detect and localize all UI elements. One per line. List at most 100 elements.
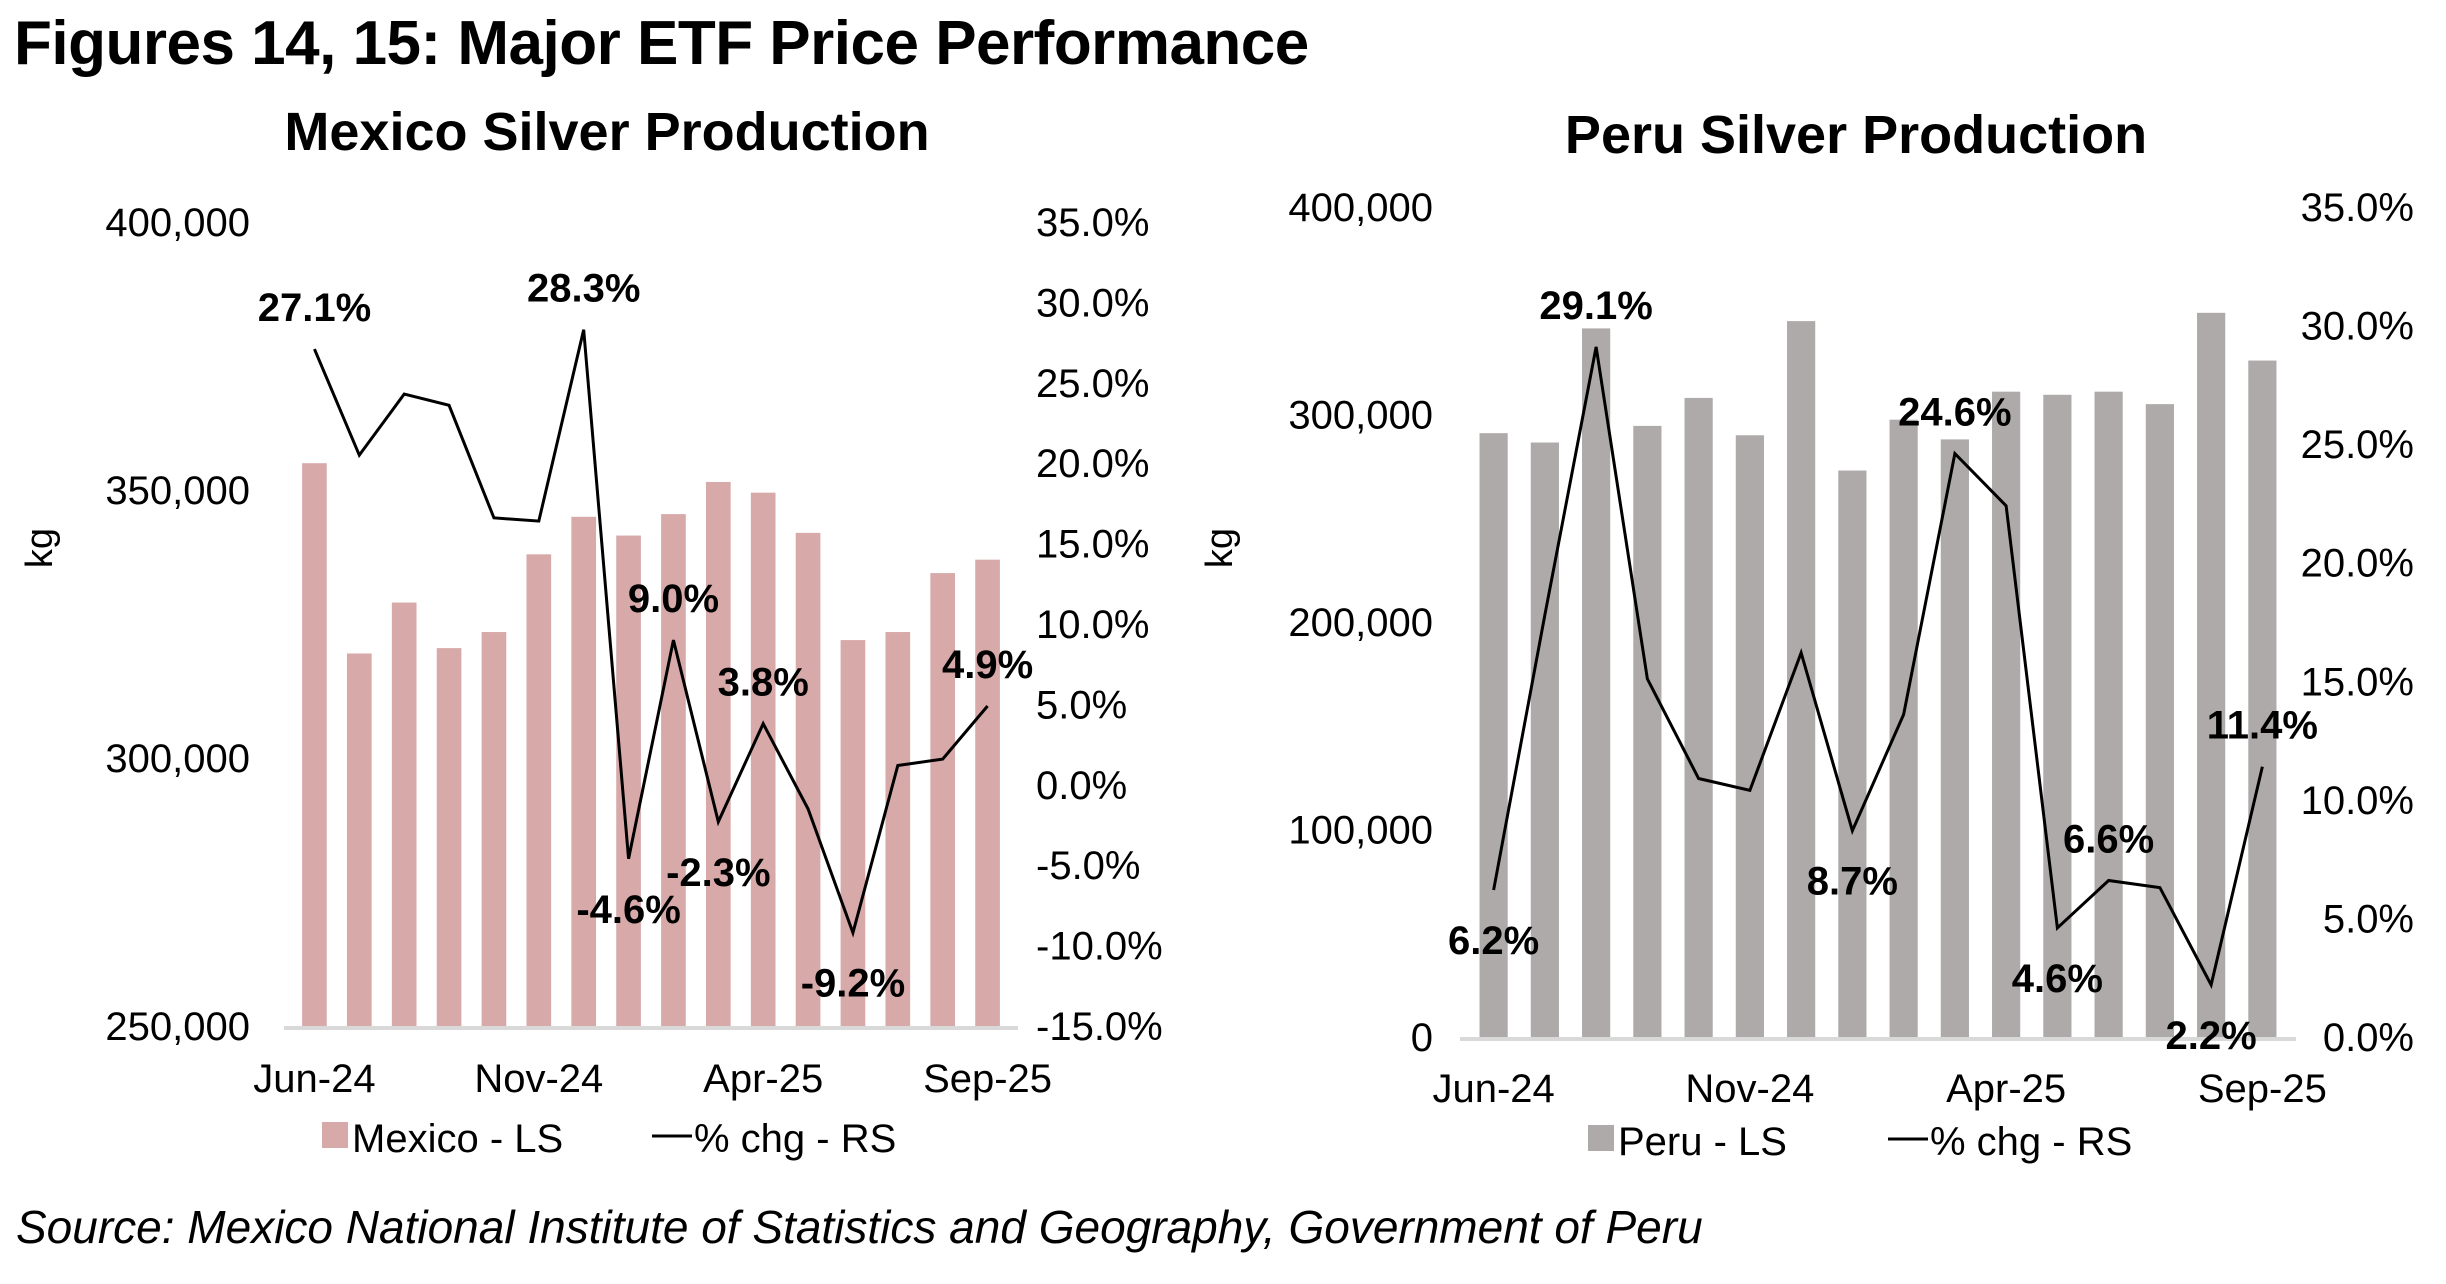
mexico-right-tick-label: 15.0% [1036,523,1149,567]
peru-pct-change-line [1492,346,2264,990]
mexico-right-tick-label: -15.0% [1036,1005,1163,1049]
peru-legend-bar-swatch [1588,1125,1614,1151]
peru-right-tick-label: 20.0% [2301,542,2414,586]
mexico-x-tick-label: Apr-25 [703,1057,823,1101]
mexico-chart-title: Mexico Silver Production [284,102,929,162]
peru-bar [1838,470,1867,1037]
mexico-y-axis-label: kg [19,528,61,568]
peru-data-label: 11.4% [2207,704,2318,748]
mexico-bar [302,463,327,1026]
peru-bar [2197,312,2226,1037]
mexico-data-label: -4.6% [576,888,681,932]
peru-bar [1530,442,1559,1037]
peru-legend-line-label: % chg - RS [1930,1120,2132,1164]
peru-bar [1582,328,1611,1037]
peru-x-tick-label: Apr-25 [1946,1067,2066,1111]
peru-chart-title: Peru Silver Production [1565,105,2147,165]
mexico-right-tick-label: 30.0% [1036,281,1149,325]
mexico-data-label: 3.8% [718,661,809,705]
peru-right-tick-label: 15.0% [2301,660,2414,704]
mexico-right-tick-label: 20.0% [1036,442,1149,486]
peru-legend: Peru - LS % chg - RS [1588,1120,2132,1164]
peru-x-tick-label: Nov-24 [1685,1067,1814,1111]
peru-left-tick-label: 0 [1411,1016,1433,1060]
mexico-right-tick-label: -5.0% [1036,844,1141,888]
mexico-bar [840,640,866,1026]
peru-right-tick-label: 25.0% [2301,423,2414,467]
peru-y-axis-label: kg [1199,528,1241,568]
peru-right-tick-label: 10.0% [2301,779,2414,823]
peru-bar [2145,404,2174,1037]
mexico-bar [346,653,372,1026]
mexico-left-tick-label: 350,000 [105,469,250,513]
mexico-right-tick-label: 35.0% [1036,201,1149,245]
peru-left-tick-label: 400,000 [1288,186,1433,230]
peru-data-label: 24.6% [1898,391,2011,435]
peru-data-label: 6.2% [1448,919,1539,963]
peru-data-label: 8.7% [1807,860,1898,904]
peru-data-label: 4.6% [2012,957,2103,1001]
mexico-right-tick-label: 10.0% [1036,603,1149,647]
mexico-bar [795,532,821,1026]
mexico-bar [481,632,507,1026]
mexico-x-tick-label: Sep-25 [923,1057,1052,1101]
source-note: Source: Mexico National Institute of Sta… [16,1201,1703,1253]
peru-x-tick-label: Jun-24 [1432,1067,1554,1111]
mexico-right-tick-label: 0.0% [1036,764,1127,808]
mexico-data-label: 28.3% [527,267,640,311]
mexico-right-tick-label: -10.0% [1036,925,1163,969]
peru-bar [1992,391,2021,1037]
mexico-right-tick-label: 5.0% [1036,683,1127,727]
mexico-bar [930,573,956,1026]
mexico-legend-bar-label: Mexico - LS [352,1117,563,1161]
peru-bar [1940,439,1969,1037]
peru-data-label: 29.1% [1539,284,1652,328]
mexico-bar [750,492,776,1026]
mexico-legend: Mexico - LS % chg - RS [322,1117,896,1161]
mexico-bar [436,648,462,1026]
mexico-pct-change-line [313,329,989,938]
peru-right-tick-label: 5.0% [2323,897,2414,941]
mexico-bar [975,559,1000,1026]
peru-data-label: 6.6% [2063,817,2154,861]
mexico-bar [571,516,597,1026]
mexico-data-label: 4.9% [942,643,1033,687]
peru-data-label: 2.2% [2166,1014,2257,1058]
peru-right-tick-label: 35.0% [2301,186,2414,230]
mexico-data-label: 27.1% [258,286,371,330]
mexico-left-tick-label: 400,000 [105,201,250,245]
figure-title: Figures 14, 15: Major ETF Price Performa… [14,9,1309,78]
peru-x-tick-label: Sep-25 [2198,1067,2327,1111]
mexico-right-tick-label: 25.0% [1036,362,1149,406]
peru-left-tick-label: 200,000 [1288,601,1433,645]
peru-chart: Peru Silver Production kg 0 100,000 200,000 3… [1199,105,2414,1164]
mexico-legend-line-label: % chg - RS [694,1117,896,1161]
peru-bar [1889,419,1918,1037]
mexico-left-tick-label: 300,000 [105,737,250,781]
peru-bar [2043,394,2072,1038]
peru-bar [2248,360,2277,1037]
peru-right-tick-label: 0.0% [2323,1016,2414,1060]
mexico-bar [616,535,641,1026]
peru-bar [1684,397,1713,1037]
mexico-x-tick-label: Jun-24 [253,1057,375,1101]
peru-bar [1735,435,1764,1037]
mexico-bar [885,632,911,1026]
mexico-legend-bar-swatch [322,1122,348,1148]
peru-left-tick-label: 300,000 [1288,394,1433,438]
mexico-bar [391,602,417,1026]
peru-bar [1633,425,1662,1038]
peru-bar [1479,433,1508,1037]
mexico-bar [661,514,686,1026]
peru-right-tick-label: 30.0% [2301,305,2414,349]
mexico-left-tick-label: 250,000 [105,1005,250,1049]
mexico-data-label: 9.0% [628,577,719,621]
mexico-chart: Mexico Silver Production kg 250,000 300,000… [19,102,1163,1161]
mexico-bar [526,554,552,1026]
mexico-bar [705,481,731,1027]
peru-legend-bar-label: Peru - LS [1618,1120,1787,1164]
mexico-data-label: -9.2% [801,962,906,1006]
mexico-x-tick-label: Nov-24 [474,1057,603,1101]
peru-bar [2094,391,2123,1037]
